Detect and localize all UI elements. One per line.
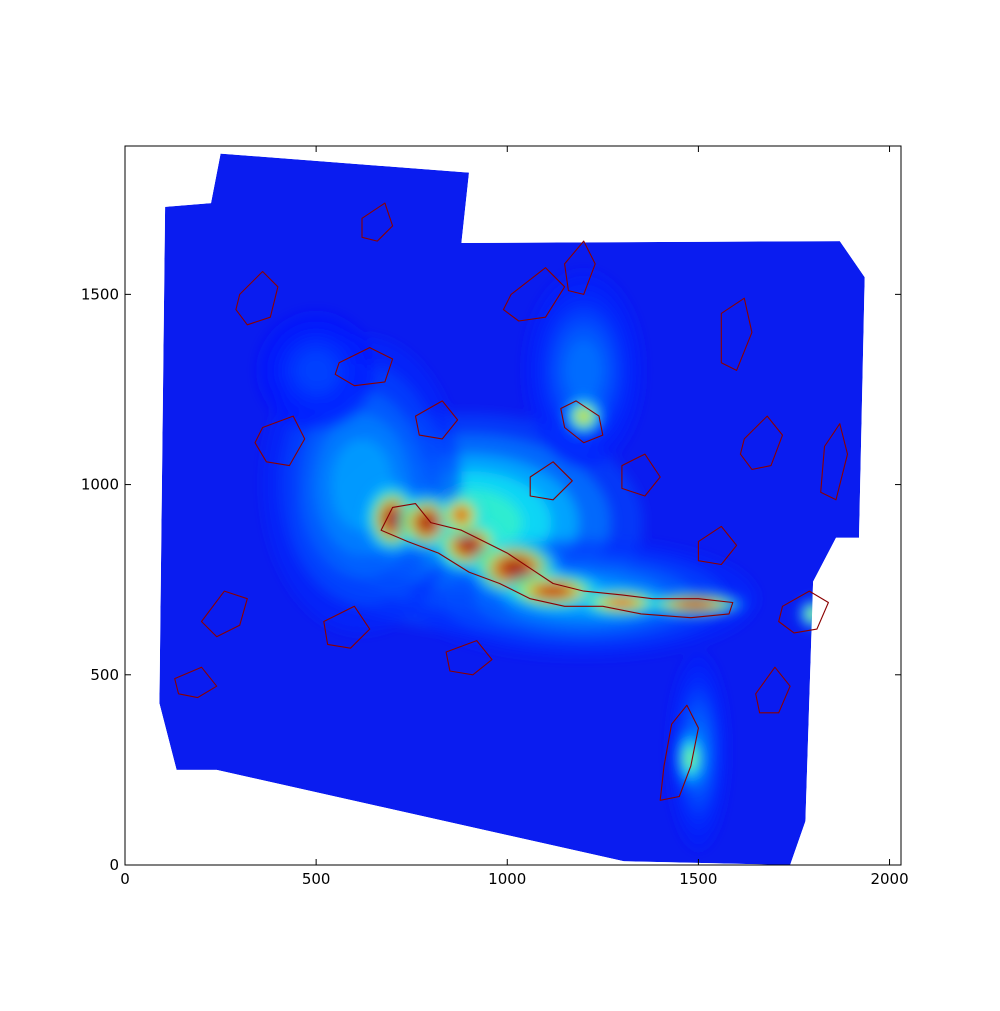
bright-emission-10-level-4 — [454, 508, 469, 522]
contour-15 — [361, 202, 394, 242]
contour-21 — [414, 400, 459, 440]
contour-1 — [560, 400, 604, 444]
bright-emission-2-level-4 — [458, 537, 480, 554]
y-tick-label-3: 1500 — [81, 285, 119, 303]
contour-lines — [174, 202, 849, 801]
contour-0 — [380, 503, 734, 619]
contour-4 — [334, 347, 394, 387]
contour-3 — [778, 590, 829, 634]
bright-emission-1-level-4 — [417, 513, 437, 532]
intensity-image — [159, 153, 865, 865]
contour-13 — [820, 423, 849, 501]
contour-17 — [697, 525, 738, 566]
contour-2 — [659, 704, 699, 801]
contour-20 — [564, 240, 596, 295]
bright-emission-6-level-4 — [679, 600, 710, 609]
bright-emission-5-level-4 — [608, 597, 636, 608]
x-tick-label-3: 1500 — [679, 870, 717, 888]
contour-9 — [445, 640, 493, 676]
contour-18 — [529, 461, 573, 501]
contour-5 — [254, 415, 306, 467]
bright-emission-3-level-4 — [501, 559, 529, 578]
y-tick-label-0: 0 — [109, 856, 119, 874]
x-axis: 0 500 1000 1500 2000 — [120, 146, 909, 888]
contour-8 — [323, 605, 371, 649]
x-tick-label-1: 500 — [302, 870, 331, 888]
contour-16 — [621, 453, 661, 497]
contour-11 — [200, 590, 248, 638]
diffuse-emission-3-level-4 — [565, 340, 602, 401]
contour-10 — [739, 415, 784, 470]
y-tick-label-2: 1000 — [81, 476, 119, 494]
bright-emission-0-level-4 — [384, 508, 401, 530]
contour-7 — [502, 267, 566, 322]
y-tick-label-1: 500 — [90, 666, 119, 684]
x-tick-label-4: 2000 — [870, 870, 908, 888]
plot-frame — [124, 145, 902, 866]
contour-12 — [174, 666, 218, 699]
contour-6 — [235, 270, 279, 326]
bright-emission-4-level-4 — [537, 585, 569, 598]
contour-19 — [755, 666, 791, 714]
y-axis: 0 500 1000 1500 — [81, 285, 901, 874]
x-tick-label-0: 0 — [120, 870, 130, 888]
contour-14 — [720, 297, 753, 371]
x-tick-label-2: 1000 — [488, 870, 526, 888]
diffuse-emission-5-level-4 — [297, 352, 335, 389]
bright-emission-7-level-4 — [577, 410, 590, 423]
